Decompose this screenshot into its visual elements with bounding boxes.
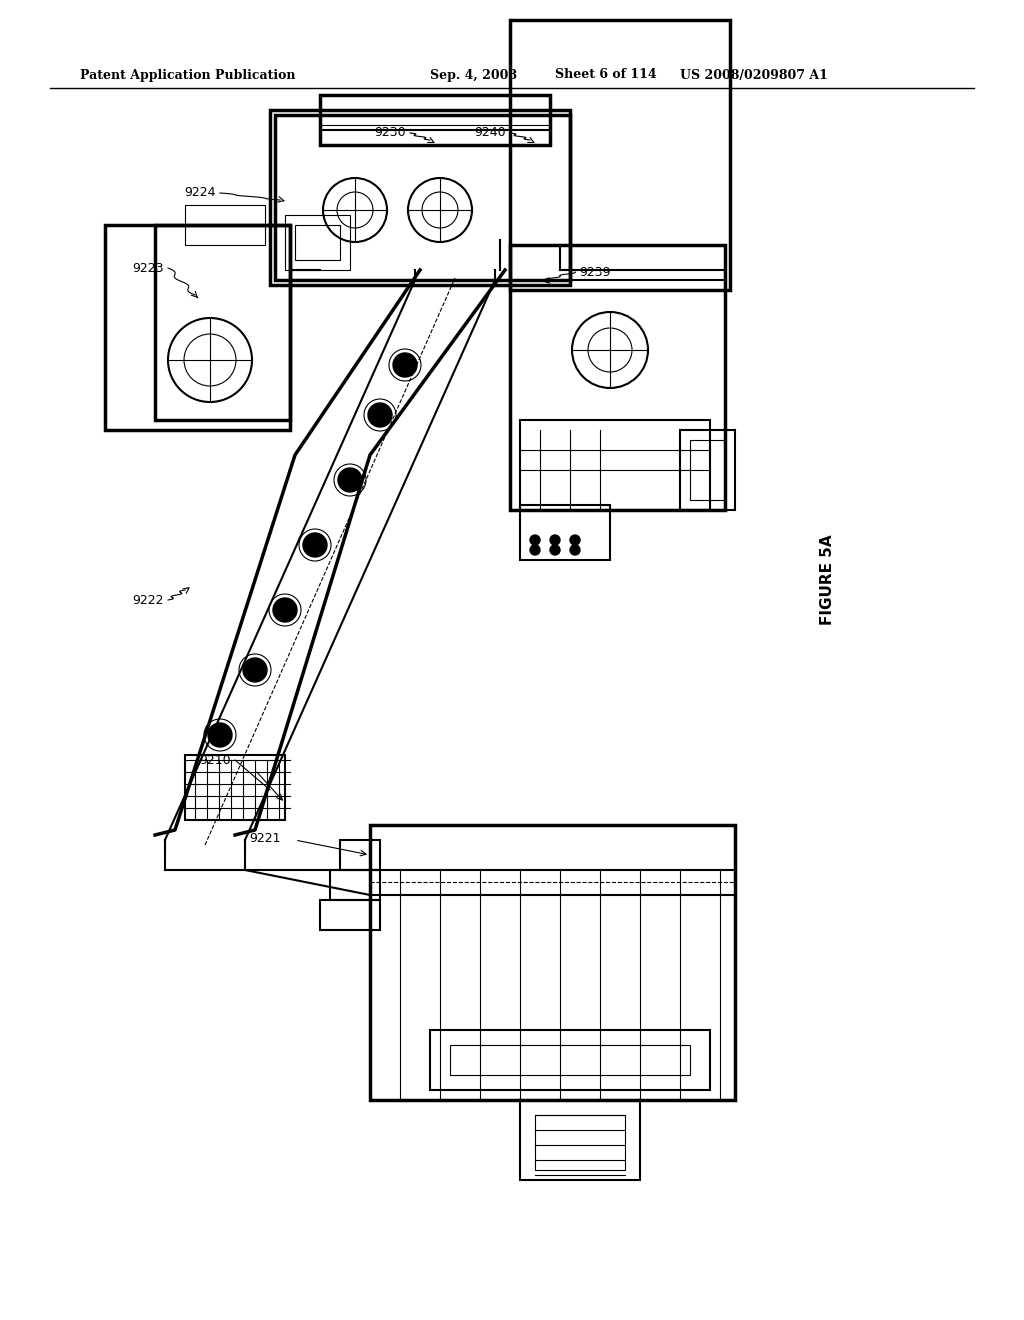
Bar	[185, 755, 285, 820]
Bar	[105, 224, 290, 430]
Bar	[295, 224, 340, 260]
Text: Sep. 4, 2008: Sep. 4, 2008	[430, 69, 517, 82]
Bar	[450, 1045, 690, 1074]
Circle shape	[303, 533, 327, 557]
Bar	[535, 1115, 625, 1170]
Bar	[275, 115, 570, 280]
Text: 9221: 9221	[249, 832, 281, 845]
Text: Patent Application Publication: Patent Application Publication	[80, 69, 296, 82]
Circle shape	[550, 545, 560, 554]
Circle shape	[530, 545, 540, 554]
Bar	[690, 440, 725, 500]
Circle shape	[273, 598, 297, 622]
Bar	[185, 205, 265, 246]
Bar	[319, 95, 550, 145]
Circle shape	[530, 535, 540, 545]
Bar	[270, 110, 570, 285]
Circle shape	[570, 545, 580, 554]
Text: FIGURE 5A: FIGURE 5A	[820, 535, 835, 626]
Bar	[370, 825, 735, 1100]
Text: 9222: 9222	[132, 594, 164, 606]
Bar	[510, 20, 730, 290]
Bar	[430, 1030, 710, 1090]
Circle shape	[393, 352, 417, 378]
Bar	[319, 900, 380, 931]
Bar	[520, 420, 710, 510]
Bar	[510, 246, 725, 510]
Text: 9230: 9230	[374, 127, 406, 140]
Circle shape	[570, 535, 580, 545]
Bar	[520, 506, 610, 560]
Bar	[340, 840, 380, 870]
Text: 9223: 9223	[132, 261, 164, 275]
Text: US 2008/0209807 A1: US 2008/0209807 A1	[680, 69, 827, 82]
Circle shape	[338, 469, 362, 492]
Bar	[330, 870, 380, 900]
Text: 9240: 9240	[474, 127, 506, 140]
Bar	[155, 224, 290, 420]
Bar	[285, 215, 350, 271]
Circle shape	[208, 723, 232, 747]
Text: 9224: 9224	[184, 186, 216, 199]
Circle shape	[550, 535, 560, 545]
Text: 9239: 9239	[580, 265, 610, 279]
Bar	[520, 1100, 640, 1180]
Bar	[680, 430, 735, 510]
Text: 9210: 9210	[200, 754, 230, 767]
Circle shape	[368, 403, 392, 426]
Circle shape	[243, 657, 267, 682]
Text: Sheet 6 of 114: Sheet 6 of 114	[555, 69, 656, 82]
